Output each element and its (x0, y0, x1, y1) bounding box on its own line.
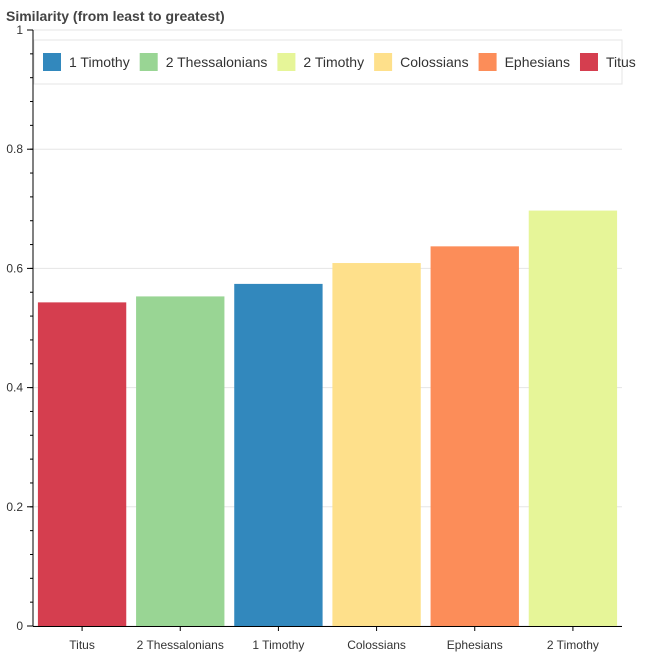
x-tick-label: Titus (69, 638, 95, 652)
y-tick-label: 1 (16, 23, 23, 37)
bar (430, 246, 519, 626)
legend-label: 2 Timothy (303, 54, 364, 70)
y-tick-label: 0.2 (6, 500, 23, 514)
x-tick-labels: Titus 2 Thessalonians 1 Timothy Colossians E… (69, 638, 599, 652)
x-tick-label: 1 Timothy (252, 638, 304, 652)
legend-label: Colossians (400, 54, 468, 70)
legend-label: Ephesians (505, 54, 570, 70)
y-tick-label: 0.6 (6, 261, 23, 275)
legend-swatch (579, 53, 598, 71)
bars (37, 210, 618, 626)
chart-title: Similarity (from least to greatest) (6, 8, 225, 24)
legend-swatch (277, 53, 296, 71)
bar (528, 210, 618, 626)
axes (27, 29, 622, 631)
legend-label: Titus (606, 54, 636, 70)
x-tick-label: 2 Timothy (547, 638, 599, 652)
legend-box (33, 39, 623, 85)
legend-label: 2 Thessalonians (166, 54, 268, 70)
y-tick-label: 0 (16, 619, 23, 633)
legend-swatch (43, 53, 61, 71)
legend-swatch (478, 53, 497, 71)
legend-swatch (374, 53, 393, 71)
x-tick-label: Colossians (347, 638, 406, 652)
legend[interactable]: 1 Timothy 2 Thessalonians 2 Timothy Colossi… (33, 39, 636, 85)
legend-label: 1 Timothy (69, 54, 130, 70)
y-tick-label: 0.8 (6, 142, 23, 156)
bar (37, 302, 127, 626)
x-tick-label: 2 Thessalonians (137, 638, 224, 652)
bar (136, 296, 225, 626)
x-tick-label: Ephesians (447, 638, 503, 652)
y-tick-labels: 0 0.2 0.4 0.6 0.8 1 (6, 23, 23, 633)
bar (332, 263, 421, 626)
y-tick-label: 0.4 (6, 381, 23, 395)
legend-swatch (139, 53, 158, 71)
bar (234, 283, 323, 626)
